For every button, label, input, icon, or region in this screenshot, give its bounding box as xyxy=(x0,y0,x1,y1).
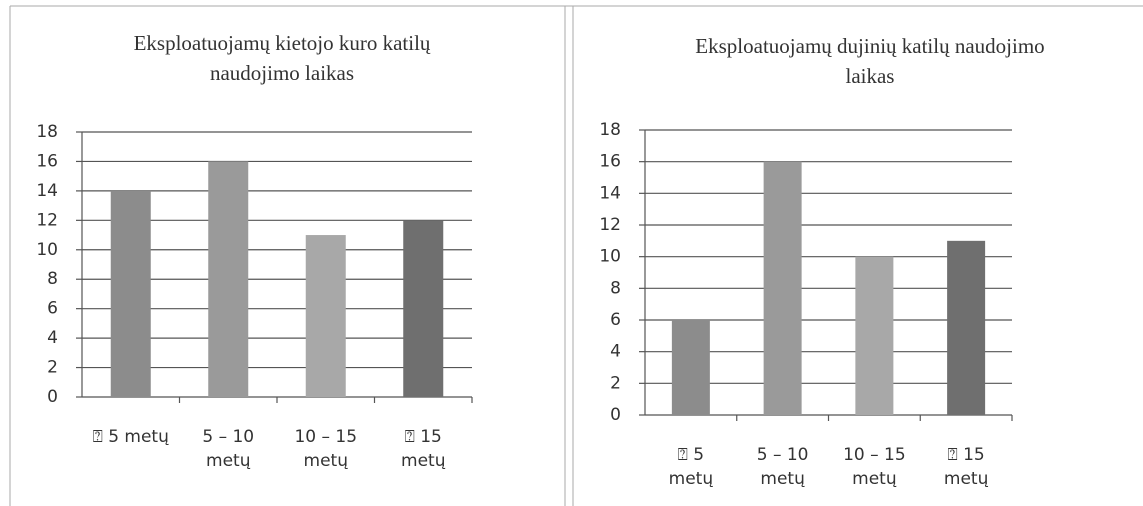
x-tick-label: metų xyxy=(669,469,714,489)
y-tick-label: 4 xyxy=(610,342,621,362)
y-tick-label: 0 xyxy=(47,387,58,407)
bar xyxy=(305,235,346,397)
y-tick-label: 6 xyxy=(610,310,621,330)
y-tick-label: 18 xyxy=(36,122,58,142)
y-tick-label: 18 xyxy=(599,120,621,140)
x-tick-label: metų xyxy=(760,469,805,489)
x-tick-label: 10 – 15 xyxy=(294,427,357,447)
y-tick-label: 14 xyxy=(36,181,58,201)
chart-title: laikas xyxy=(846,64,895,88)
x-tick-label: 5 – 10 xyxy=(202,427,254,447)
x-tick-label: 5 – 10 xyxy=(757,445,809,465)
y-tick-label: 14 xyxy=(599,183,621,203)
x-tick-label: ⍰ 5 xyxy=(678,445,704,465)
y-tick-label: 10 xyxy=(599,247,621,267)
x-tick-label: ⍰ 15 xyxy=(405,427,442,447)
x-tick-label: metų xyxy=(401,451,446,471)
chart-title: Eksploatuojamų kietojo kuro katilų xyxy=(134,31,431,55)
bar xyxy=(855,256,894,415)
y-tick-label: 2 xyxy=(47,358,58,378)
chart-title: naudojimo laikas xyxy=(210,61,354,85)
y-tick-label: 16 xyxy=(36,151,58,171)
y-tick-label: 0 xyxy=(610,405,621,425)
y-tick-label: 16 xyxy=(599,152,621,172)
x-tick-label: 10 – 15 xyxy=(843,445,906,465)
y-tick-label: 10 xyxy=(36,240,58,260)
bar xyxy=(671,320,710,415)
bar xyxy=(403,220,444,397)
x-tick-label: ⍰ 5 metų xyxy=(93,427,170,447)
x-tick-label: ⍰ 15 xyxy=(948,445,985,465)
y-tick-label: 12 xyxy=(36,210,58,230)
bar xyxy=(947,240,986,415)
x-tick-label: metų xyxy=(852,469,897,489)
y-tick-label: 12 xyxy=(599,215,621,235)
y-tick-label: 8 xyxy=(610,278,621,298)
x-tick-label: metų xyxy=(206,451,251,471)
x-tick-label: metų xyxy=(304,451,349,471)
y-tick-label: 8 xyxy=(47,269,58,289)
chart-title: Eksploatuojamų dujinių katilų naudojimo xyxy=(695,34,1044,58)
y-tick-label: 6 xyxy=(47,299,58,319)
bar xyxy=(763,161,802,415)
bar xyxy=(110,190,151,397)
y-tick-label: 2 xyxy=(610,373,621,393)
y-tick-label: 4 xyxy=(47,328,58,348)
x-tick-label: metų xyxy=(944,469,989,489)
bar xyxy=(208,161,249,397)
